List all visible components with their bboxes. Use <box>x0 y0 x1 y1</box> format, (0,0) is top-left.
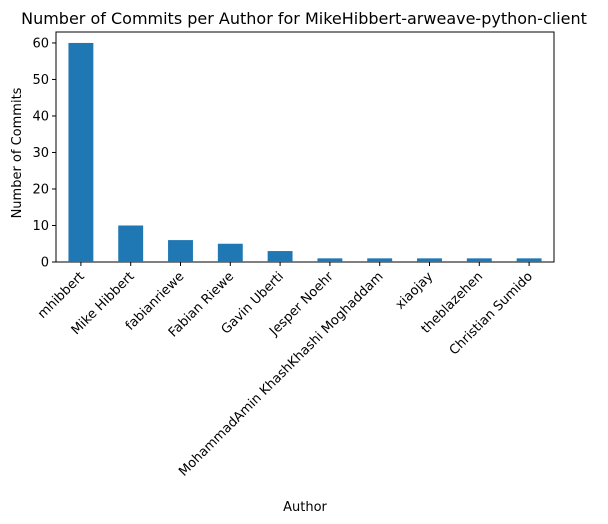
y-tick-label: 10 <box>32 219 49 234</box>
bar-4 <box>267 251 293 262</box>
bar-7 <box>417 258 442 262</box>
y-axis-label: Number of Commits <box>10 87 25 218</box>
bar-8 <box>466 258 492 262</box>
x-tick-label: mhibbert <box>35 269 88 322</box>
x-axis-label: Author <box>283 500 327 515</box>
y-ticks-group: 0 10 20 30 40 50 60 <box>32 36 56 271</box>
bar-0 <box>68 42 94 263</box>
axes-group <box>55 31 555 263</box>
y-tick-label: 40 <box>32 109 49 124</box>
bar-5 <box>317 258 343 262</box>
x-tick-label: Christian Sumido <box>447 269 536 358</box>
bar-6 <box>367 258 393 262</box>
bar-2 <box>168 240 193 262</box>
bar-1 <box>118 225 144 262</box>
x-tick-label: xiaojay <box>393 269 437 313</box>
bars-group <box>68 42 542 263</box>
bar-9 <box>516 258 542 262</box>
y-tick-label: 20 <box>32 182 49 197</box>
chart-title: Number of Commits per Author for MikeHib… <box>21 9 587 28</box>
y-tick-label: 60 <box>32 36 49 51</box>
bar-3 <box>217 243 243 262</box>
y-tick-label: 0 <box>41 256 49 271</box>
y-tick-label: 30 <box>32 146 49 161</box>
y-tick-label: 50 <box>32 73 49 88</box>
plot-frame <box>55 31 555 263</box>
